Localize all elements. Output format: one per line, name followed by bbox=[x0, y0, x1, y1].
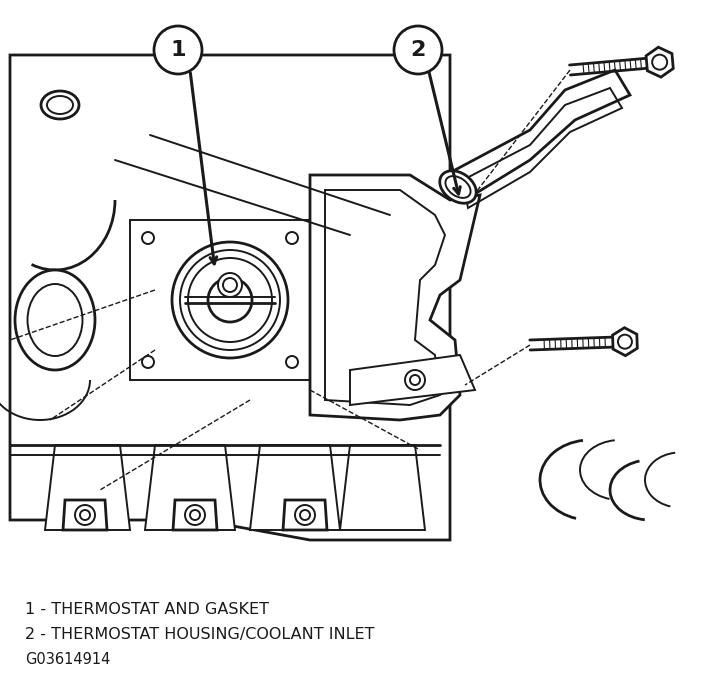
Text: 1: 1 bbox=[170, 40, 186, 60]
Ellipse shape bbox=[15, 270, 95, 370]
Polygon shape bbox=[612, 328, 638, 356]
Circle shape bbox=[405, 370, 425, 390]
Text: 1 - THERMOSTAT AND GASKET: 1 - THERMOSTAT AND GASKET bbox=[25, 603, 269, 617]
Polygon shape bbox=[283, 500, 327, 530]
Text: G03614914: G03614914 bbox=[25, 652, 111, 668]
Ellipse shape bbox=[439, 171, 476, 203]
Polygon shape bbox=[45, 445, 130, 530]
Polygon shape bbox=[340, 445, 425, 530]
Circle shape bbox=[75, 505, 95, 525]
Ellipse shape bbox=[41, 91, 79, 119]
Circle shape bbox=[185, 505, 205, 525]
Polygon shape bbox=[173, 500, 217, 530]
Polygon shape bbox=[310, 175, 480, 420]
Polygon shape bbox=[350, 355, 475, 405]
Polygon shape bbox=[455, 70, 630, 200]
Polygon shape bbox=[250, 445, 340, 530]
Polygon shape bbox=[145, 445, 235, 530]
Circle shape bbox=[218, 273, 242, 297]
Text: 2 - THERMOSTAT HOUSING/COOLANT INLET: 2 - THERMOSTAT HOUSING/COOLANT INLET bbox=[25, 627, 375, 643]
Circle shape bbox=[172, 242, 288, 358]
Text: 2: 2 bbox=[410, 40, 426, 60]
Circle shape bbox=[295, 505, 315, 525]
Polygon shape bbox=[10, 55, 450, 540]
Polygon shape bbox=[63, 500, 107, 530]
Circle shape bbox=[394, 26, 442, 74]
Circle shape bbox=[154, 26, 202, 74]
Polygon shape bbox=[646, 47, 673, 77]
